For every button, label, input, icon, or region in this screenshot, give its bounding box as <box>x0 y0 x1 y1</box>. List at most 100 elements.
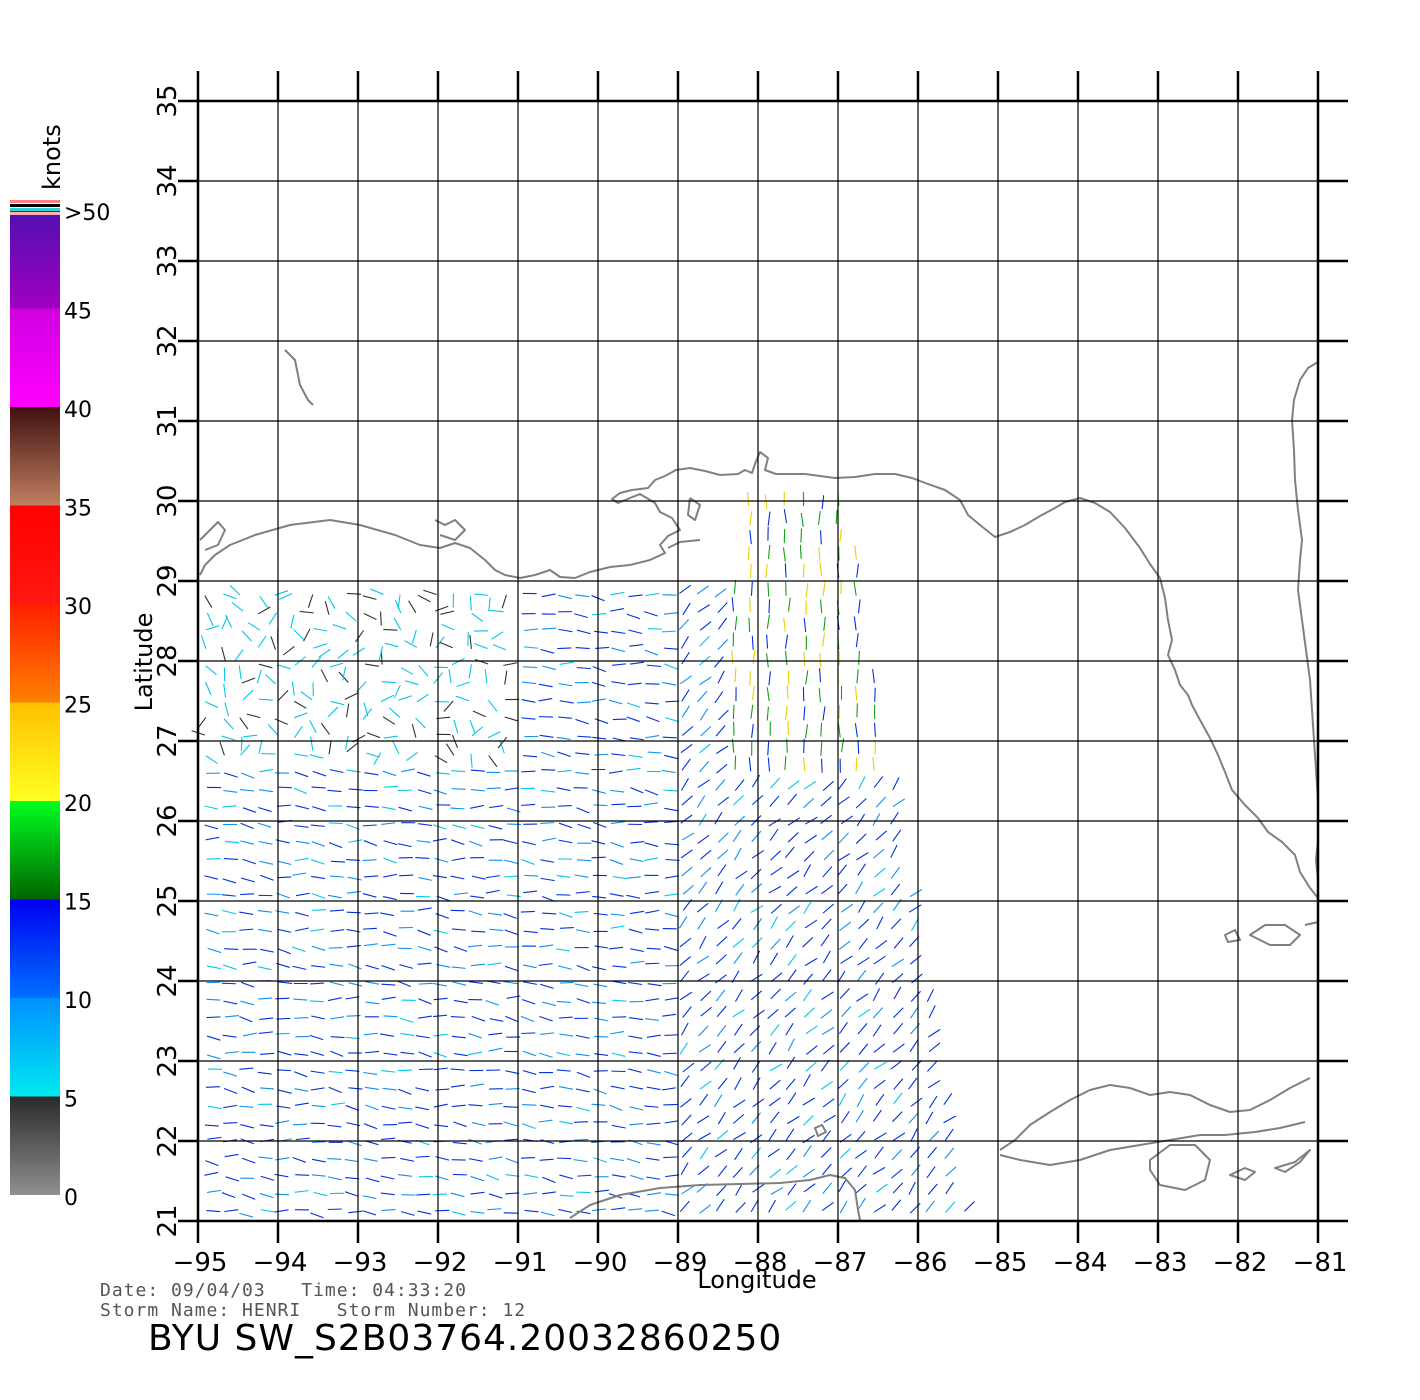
wind-vectors-layer <box>191 491 975 1219</box>
wind-vector <box>769 777 781 789</box>
wind-vector <box>644 649 659 656</box>
wind-vector <box>591 681 606 687</box>
wind-vector <box>538 697 553 702</box>
wind-vector <box>274 590 289 596</box>
wind-vector <box>225 841 240 844</box>
wind-vector <box>717 1165 728 1177</box>
wind-vector <box>785 920 797 932</box>
us-gulf-coast <box>199 451 1319 899</box>
wind-vector <box>821 1147 832 1158</box>
wind-vector <box>240 744 251 756</box>
wind-vector <box>803 901 812 915</box>
wind-vector <box>593 1017 608 1022</box>
wind-vector <box>680 636 689 649</box>
wind-vector <box>872 813 881 826</box>
wind-vector <box>853 581 857 596</box>
wind-vector <box>873 1043 886 1053</box>
wind-vector <box>504 716 519 722</box>
wind-vector <box>944 1128 954 1141</box>
wind-vector <box>803 864 812 877</box>
wind-vector <box>943 1092 953 1106</box>
wind-vector <box>471 1015 486 1022</box>
wind-vector <box>628 928 643 934</box>
wind-vector <box>646 1142 661 1146</box>
wind-vector <box>908 904 922 913</box>
colorbar-tick-label: 15 <box>64 891 92 916</box>
wind-vector <box>320 722 331 735</box>
wind-vector <box>594 1035 609 1038</box>
wind-vector <box>260 1087 275 1090</box>
wind-vector <box>839 1200 848 1214</box>
wind-vector <box>381 1105 396 1110</box>
wind-vector <box>451 770 466 773</box>
wind-vector <box>223 1104 238 1109</box>
wind-vector <box>292 965 307 970</box>
wind-vector <box>312 909 327 911</box>
wind-vector <box>558 1085 573 1090</box>
wind-vector <box>645 962 660 965</box>
wind-vector <box>310 928 325 932</box>
wind-vector <box>241 877 255 883</box>
colorbar-tick-label: 20 <box>64 792 92 817</box>
wind-vector <box>276 1017 291 1020</box>
wind-vector <box>520 1156 535 1159</box>
wind-vector <box>311 1104 326 1108</box>
wind-vector <box>680 1162 689 1176</box>
wind-vector <box>468 981 483 984</box>
wind-vector <box>348 963 362 970</box>
wind-vector <box>538 963 553 966</box>
lat-tick-label: 28 <box>153 644 183 677</box>
wind-vector <box>735 870 748 880</box>
wind-vector <box>699 760 710 773</box>
wind-vector <box>611 753 626 757</box>
wind-vector <box>240 1000 255 1006</box>
colorbar-tick-labels: 0 5 10 15 20 25 30 35 40 45 >50 <box>64 201 110 1211</box>
wind-vector <box>450 807 465 810</box>
wind-vector <box>802 757 806 772</box>
wind-vector <box>927 1146 938 1159</box>
wind-vector <box>733 1056 741 1070</box>
wind-vector <box>766 687 770 702</box>
wind-vector <box>382 716 396 725</box>
wind-vector <box>782 547 786 562</box>
lon-tick-label: −85 <box>973 1248 1028 1278</box>
wind-vector <box>522 841 536 846</box>
wind-vector <box>751 1147 762 1159</box>
wind-vector <box>274 1173 289 1178</box>
wind-vector <box>434 857 449 863</box>
wind-vector <box>735 1183 743 1196</box>
wind-vector <box>277 928 292 933</box>
wind-vector <box>680 777 689 791</box>
wind-vector <box>696 795 706 808</box>
wind-vector <box>261 752 276 755</box>
wind-vector <box>559 912 573 918</box>
wind-vector <box>699 621 712 631</box>
wind-vector <box>576 807 590 814</box>
wind-vector <box>714 899 723 913</box>
wind-vector <box>716 745 729 754</box>
wind-vector <box>787 954 797 966</box>
wind-vector <box>839 1041 851 1053</box>
wind-vector <box>626 716 640 723</box>
wind-vector <box>575 1088 590 1093</box>
wind-vector <box>731 649 734 664</box>
wind-vector <box>802 1199 812 1213</box>
wind-vector <box>890 844 898 858</box>
wind-vector <box>240 788 255 792</box>
wind-vector <box>312 806 326 812</box>
wind-vector <box>944 1147 955 1159</box>
wind-vector <box>417 945 432 952</box>
wind-vector <box>575 752 590 755</box>
wind-vector <box>295 911 309 917</box>
wind-vector <box>699 676 712 686</box>
wind-vector <box>665 858 680 861</box>
wind-vector <box>556 875 571 878</box>
wind-vector <box>523 930 538 934</box>
wind-vector <box>575 647 590 650</box>
wind-vector <box>488 1047 503 1052</box>
wind-vector <box>644 1018 660 1021</box>
wind-vector <box>574 1121 589 1123</box>
wind-vector <box>645 1157 660 1161</box>
wind-vector <box>381 1156 396 1159</box>
wind-vector <box>925 1200 936 1213</box>
